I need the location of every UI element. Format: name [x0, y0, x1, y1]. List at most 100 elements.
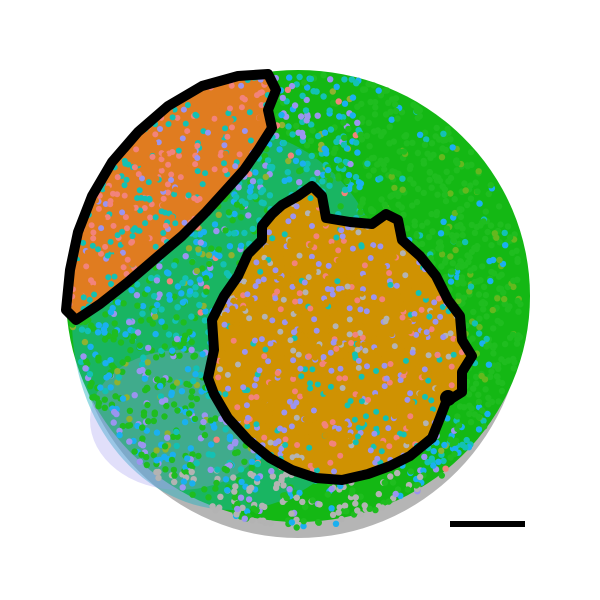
scatter-spot: [284, 169, 291, 176]
scatter-spot: [453, 232, 460, 239]
scatter-spot: [455, 422, 463, 429]
scatter-spot: [293, 203, 300, 210]
scatter-spot: [133, 146, 140, 153]
scatter-spot: [494, 295, 501, 302]
scatter-spot: [158, 398, 166, 405]
scatter-spot: [381, 201, 388, 208]
scatter-spot: [142, 220, 149, 227]
scatter-spot: [164, 181, 171, 188]
scatter-spot: [436, 356, 443, 363]
scatter-spot: [461, 467, 468, 474]
scatter-spot: [211, 115, 218, 122]
scatter-spot: [272, 484, 280, 492]
scatter-spot: [312, 462, 319, 469]
scatter-spot: [391, 343, 398, 350]
scatter-spot: [246, 315, 253, 322]
scatter-spot: [495, 365, 502, 372]
scatter-spot: [451, 209, 459, 217]
scatter-spot: [95, 322, 103, 329]
scatter-spot: [180, 336, 188, 343]
scatter-spot: [145, 369, 152, 376]
scatter-spot: [102, 360, 109, 367]
scatter-spot: [105, 274, 112, 281]
scatter-spot: [399, 175, 406, 182]
scatter-spot: [60, 258, 66, 264]
scatter-spot: [488, 368, 495, 375]
scatter-spot: [485, 401, 492, 408]
scatter-spot: [74, 190, 81, 197]
scatter-spot: [153, 277, 161, 284]
scatter-spot: [307, 195, 314, 202]
scatter-spot: [445, 353, 452, 360]
scatter-spot: [134, 104, 141, 111]
scatter-spot: [354, 507, 361, 514]
scatter-spot: [190, 377, 197, 385]
scatter-spot: [358, 290, 365, 297]
scatter-spot: [186, 328, 193, 336]
scatter-spot: [403, 225, 411, 232]
scatter-spot: [222, 391, 229, 398]
scatter-spot: [353, 80, 360, 87]
scatter-spot: [308, 258, 315, 265]
scatter-spot: [258, 102, 265, 108]
scatter-spot: [313, 294, 320, 301]
scatter-spot: [158, 306, 165, 313]
scatter-spot: [267, 340, 274, 347]
scatter-spot: [217, 366, 223, 373]
scatter-spot: [140, 412, 148, 419]
scatter-spot: [484, 228, 491, 236]
scatter-spot: [153, 429, 161, 436]
scatter-spot: [170, 401, 178, 408]
scatter-spot: [461, 475, 468, 480]
scatter-spot: [139, 302, 147, 310]
scatter-spot: [155, 474, 162, 482]
scatter-spot: [477, 222, 484, 229]
scatter-spot: [441, 191, 448, 199]
scatter-spot: [301, 279, 308, 286]
scatter-spot: [66, 97, 70, 104]
scatter-spot: [108, 281, 114, 287]
scatter-spot: [323, 232, 330, 239]
scatter-spot: [506, 234, 514, 241]
scatter-spot: [344, 283, 351, 290]
scatter-spot: [471, 478, 472, 480]
scatter-spot: [336, 339, 343, 346]
scatter-spot: [299, 133, 307, 140]
scatter-spot: [122, 331, 129, 338]
scatter-spot: [460, 294, 468, 301]
scatter-spot: [248, 464, 255, 472]
scatter-spot: [206, 260, 213, 268]
scatter-spot: [314, 112, 321, 119]
scatter-spot: [97, 116, 104, 123]
scatter-spot: [224, 487, 231, 494]
scatter-spot: [490, 350, 497, 357]
scatter-spot: [482, 208, 489, 215]
scatter-spot: [309, 211, 316, 218]
scatter-spot: [430, 151, 437, 158]
scatter-spot: [241, 458, 248, 465]
scatter-spot: [170, 466, 178, 474]
scatter-spot: [225, 385, 231, 392]
scatter-spot: [361, 341, 367, 348]
scatter-spot: [372, 104, 379, 111]
scatter-spot: [421, 373, 428, 380]
scatter-spot: [285, 157, 292, 165]
scatter-spot: [511, 231, 518, 238]
scatter-spot: [254, 460, 261, 468]
scatter-spot: [163, 402, 170, 410]
scatter-spot: [360, 440, 367, 447]
scatter-spot: [88, 153, 95, 160]
scatter-spot: [293, 457, 300, 464]
scatter-spot: [497, 221, 504, 228]
scatter-spot: [295, 351, 302, 358]
scatter-spot: [66, 176, 72, 183]
scatter-spot: [100, 91, 107, 98]
scatter-spot: [238, 104, 245, 111]
scatter-spot: [226, 462, 233, 469]
scatter-spot: [253, 421, 260, 428]
scatter-spot: [295, 319, 302, 326]
scatter-spot: [379, 265, 386, 272]
scatter-spot: [302, 366, 309, 373]
scatter-spot: [472, 179, 479, 186]
scatter-spot: [289, 224, 296, 231]
